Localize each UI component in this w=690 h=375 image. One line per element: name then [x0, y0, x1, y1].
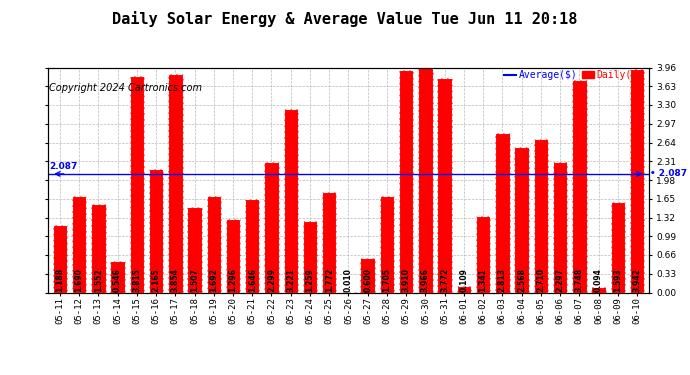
Bar — [91, 204, 106, 292]
Text: 1.552: 1.552 — [94, 268, 103, 292]
Text: 0.109: 0.109 — [460, 268, 469, 292]
Text: 2.299: 2.299 — [267, 268, 276, 292]
Text: 3.942: 3.942 — [633, 268, 642, 292]
Bar — [322, 192, 337, 292]
Text: 2.165: 2.165 — [152, 268, 161, 292]
Text: 3.910: 3.910 — [402, 268, 411, 292]
Text: 3.221: 3.221 — [286, 268, 295, 292]
Text: Copyright 2024 Cartronics.com: Copyright 2024 Cartronics.com — [49, 83, 202, 93]
Bar — [284, 110, 298, 292]
Bar — [72, 196, 86, 292]
Bar — [611, 202, 625, 292]
Bar — [380, 196, 394, 292]
Text: 2.297: 2.297 — [555, 268, 564, 292]
Bar — [168, 74, 182, 292]
Text: 1.646: 1.646 — [248, 268, 257, 292]
Bar — [303, 221, 317, 292]
Text: 1.341: 1.341 — [479, 268, 488, 292]
Bar — [495, 133, 510, 292]
Text: 3.966: 3.966 — [421, 268, 430, 292]
Text: 1.507: 1.507 — [190, 268, 199, 292]
Bar — [245, 199, 259, 292]
Text: 0.094: 0.094 — [594, 268, 603, 292]
Legend: Average($), Daily($): Average($), Daily($) — [504, 70, 644, 80]
Bar — [533, 138, 548, 292]
Bar — [130, 76, 144, 292]
Text: 3.748: 3.748 — [575, 268, 584, 292]
Bar — [630, 69, 644, 292]
Bar — [572, 80, 586, 292]
Bar — [418, 67, 433, 292]
Bar — [110, 261, 125, 292]
Text: Daily Solar Energy & Average Value Tue Jun 11 20:18: Daily Solar Energy & Average Value Tue J… — [112, 11, 578, 27]
Text: 3.772: 3.772 — [440, 268, 449, 292]
Text: 0.010: 0.010 — [344, 268, 353, 292]
Bar — [515, 147, 529, 292]
Bar — [149, 170, 164, 292]
Text: 2.087: 2.087 — [49, 162, 78, 171]
Text: 1.705: 1.705 — [382, 268, 391, 292]
Bar — [187, 207, 201, 292]
Text: 3.815: 3.815 — [132, 268, 141, 292]
Text: 1.692: 1.692 — [209, 268, 218, 292]
Text: 2.568: 2.568 — [517, 268, 526, 292]
Bar — [264, 162, 279, 292]
Text: 1.690: 1.690 — [75, 268, 83, 292]
Text: 1.188: 1.188 — [55, 268, 64, 292]
Bar — [591, 287, 606, 292]
Text: 3.854: 3.854 — [171, 268, 180, 292]
Text: 1.259: 1.259 — [306, 268, 315, 292]
Bar — [437, 78, 452, 292]
Text: 1.593: 1.593 — [613, 268, 622, 292]
Bar — [206, 196, 221, 292]
Text: 2.710: 2.710 — [536, 268, 545, 292]
Bar — [360, 258, 375, 292]
Text: • 2.087: • 2.087 — [650, 170, 687, 178]
Bar — [553, 162, 567, 292]
Bar — [399, 70, 413, 292]
Bar — [226, 219, 240, 292]
Text: 1.772: 1.772 — [325, 268, 334, 292]
Text: 1.296: 1.296 — [228, 268, 237, 292]
Text: 0.600: 0.600 — [363, 268, 372, 292]
Text: 0.546: 0.546 — [113, 268, 122, 292]
Bar — [457, 286, 471, 292]
Bar — [476, 216, 491, 292]
Bar — [52, 225, 67, 292]
Text: 2.813: 2.813 — [498, 268, 507, 292]
